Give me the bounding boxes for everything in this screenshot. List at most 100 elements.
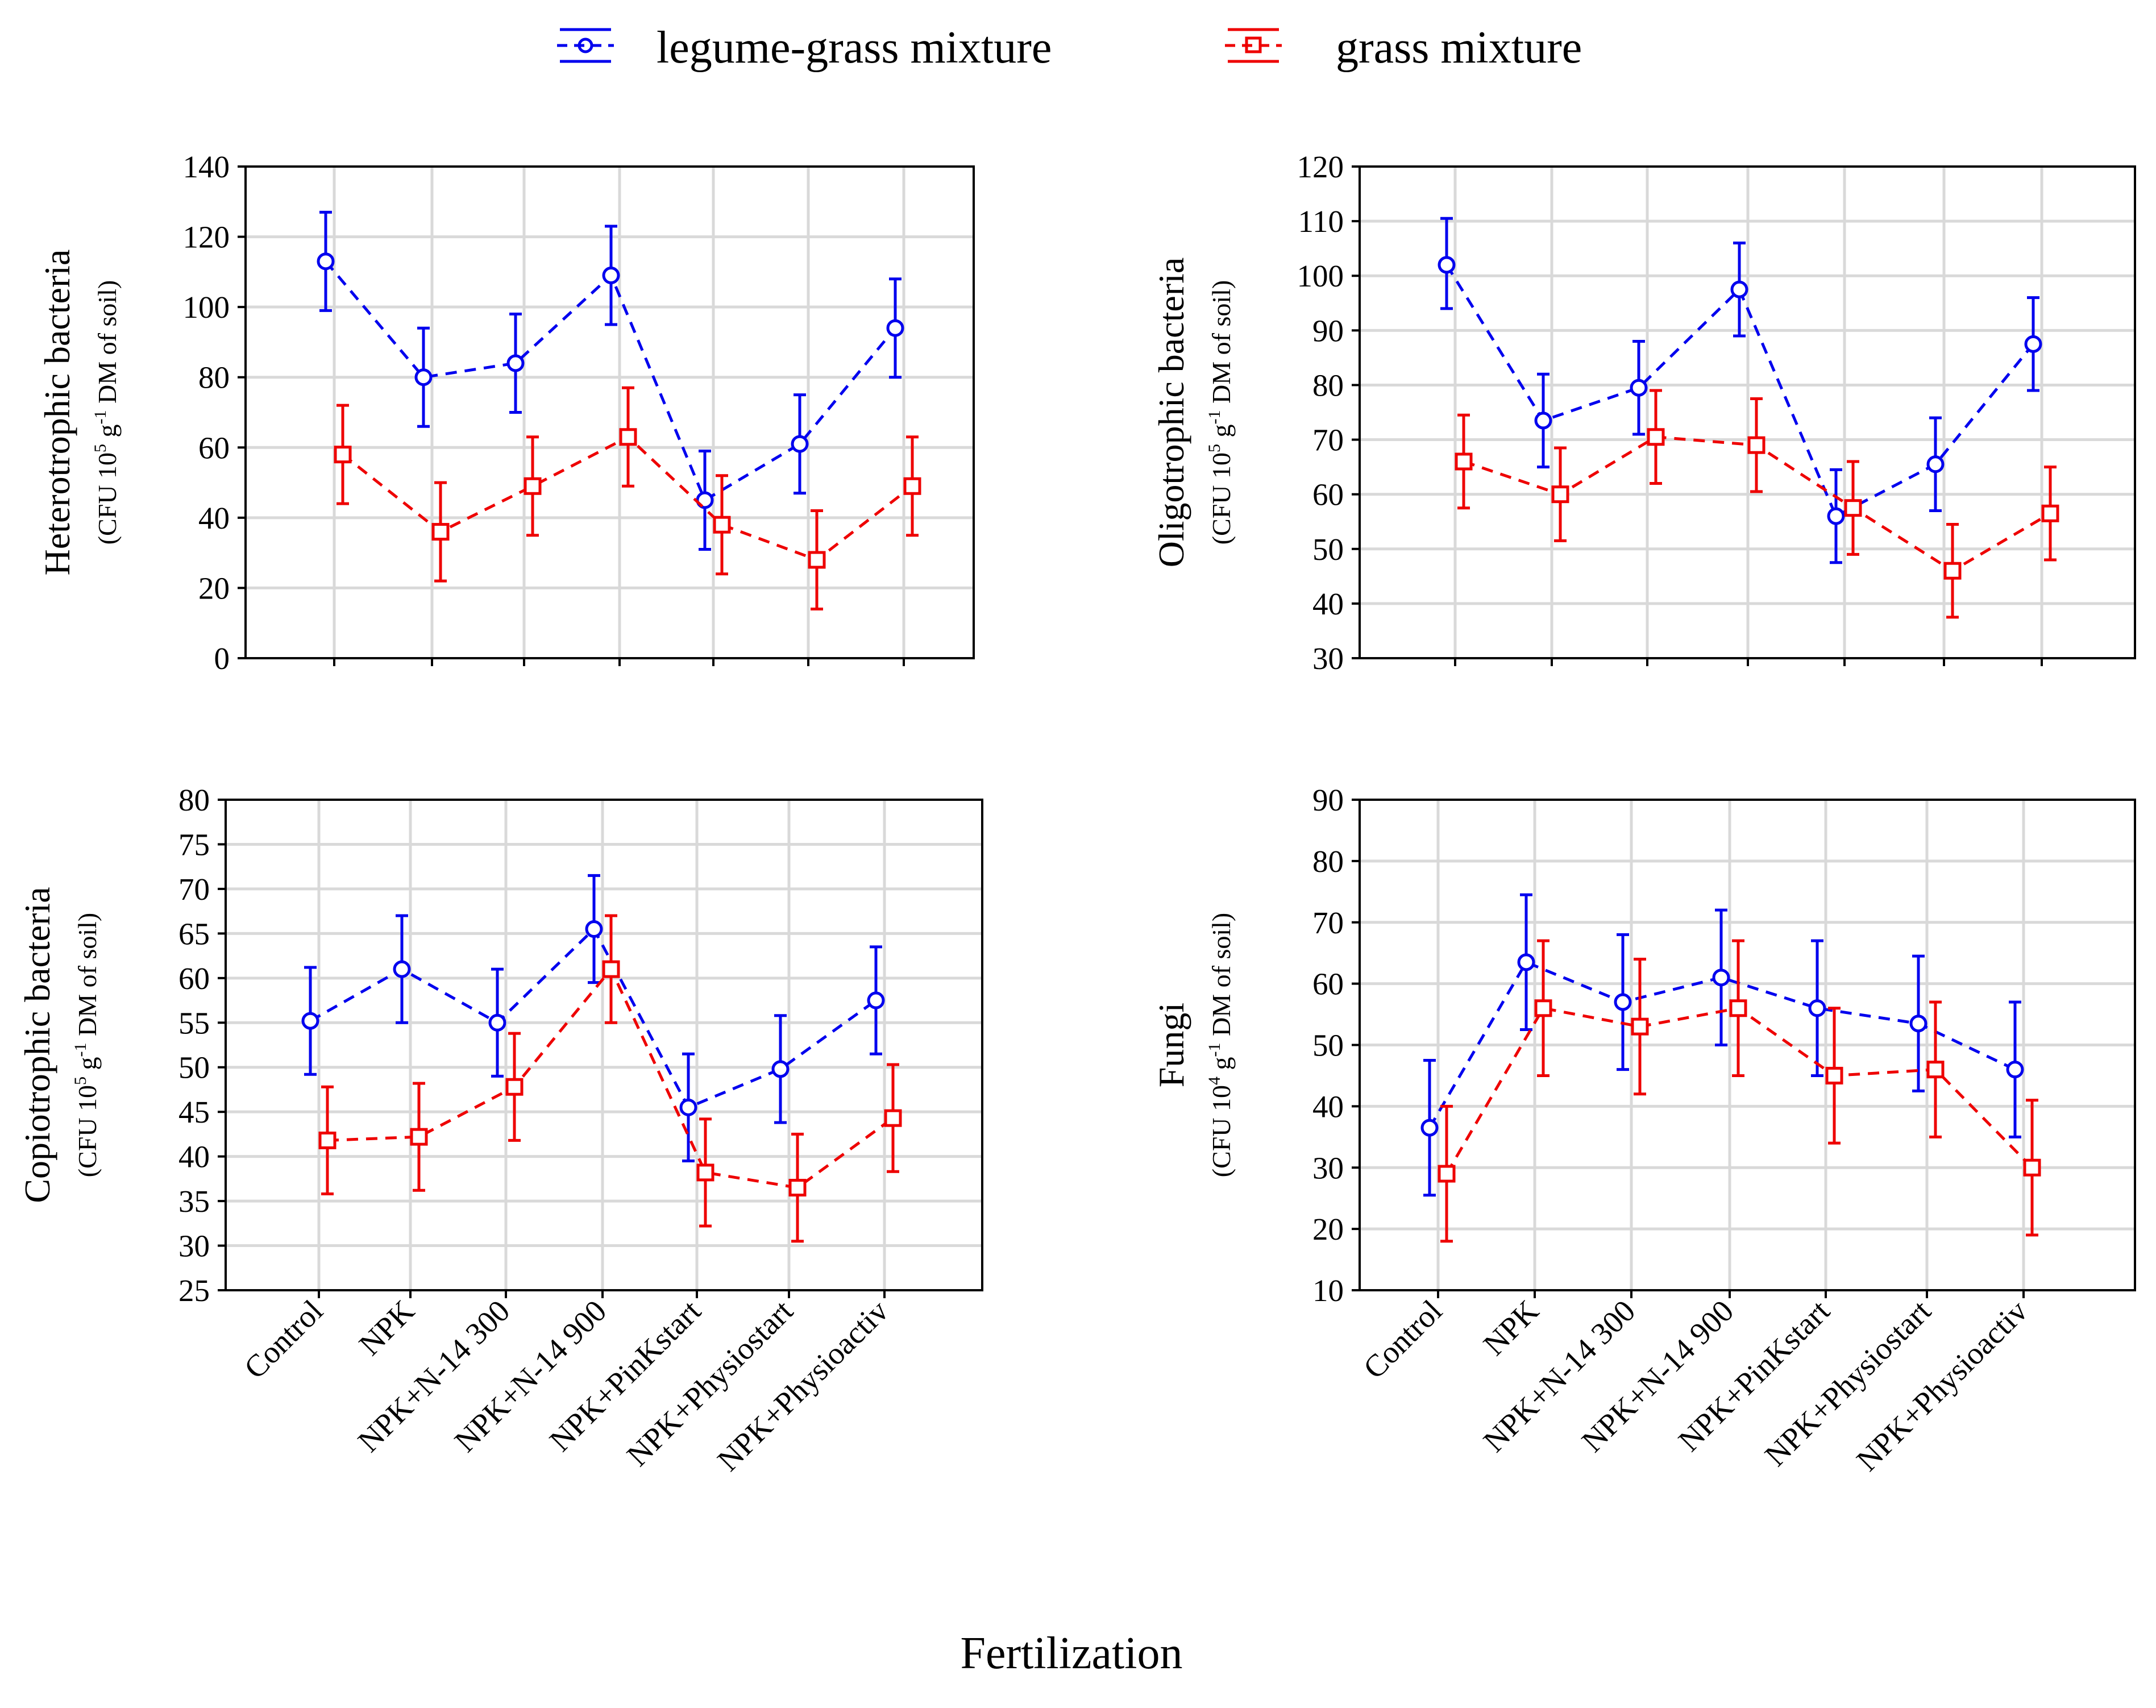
data-point <box>1747 436 1765 454</box>
data-point <box>1647 428 1665 446</box>
y-tick-label: 140 <box>183 149 230 184</box>
unit-text: g <box>73 1057 102 1077</box>
y-tick-label: 50 <box>1312 1028 1344 1063</box>
data-point <box>867 991 885 1009</box>
y-tick-label: 75 <box>178 827 210 862</box>
series-grass-mixture <box>1455 389 2059 619</box>
y-axis-title: Heterotrophic bacteria <box>37 250 77 576</box>
y-axis: 10 20 30 40 50 60 70 80 90 <box>1312 783 1360 1308</box>
x-category-label: NPK+Physioactiv <box>1850 1293 2034 1478</box>
y-tick-label: 60 <box>198 430 230 465</box>
y-tick-label: 40 <box>1312 1089 1344 1124</box>
unit-text: g <box>1207 424 1236 444</box>
data-point <box>431 523 450 541</box>
data-point <box>1712 969 1730 987</box>
y-tick-label: 0 <box>214 641 230 676</box>
data-point <box>1943 562 1962 580</box>
y-tick-label: 55 <box>178 1005 210 1040</box>
data-point <box>334 446 352 464</box>
y-axis-unit: (CFU 104 g-1 DM of soil) <box>1205 913 1236 1178</box>
data-point <box>2006 1061 2024 1079</box>
y-tick-label: 90 <box>1312 313 1344 348</box>
series-legume-grass-mixture <box>301 874 885 1162</box>
y-tick-label: 70 <box>1312 905 1344 940</box>
data-point <box>1729 999 1747 1017</box>
series-legume-grass-mixture <box>1438 217 2042 564</box>
unit-exponent: 4 <box>1205 1077 1224 1085</box>
legend-item-grass: grass mixture <box>1225 23 1582 73</box>
data-point <box>1825 1066 1843 1084</box>
y-tick-label: 50 <box>1312 532 1344 567</box>
y-tick-label: 100 <box>183 290 230 325</box>
x-category-label: NPK+Physiostart <box>620 1293 800 1473</box>
series-grass-mixture <box>318 914 902 1243</box>
data-point <box>1926 1061 1945 1079</box>
x-category-label: Control <box>238 1293 330 1385</box>
unit-exponent: 5 <box>1205 444 1224 452</box>
data-point <box>1438 256 1456 274</box>
data-point <box>2024 335 2042 353</box>
data-point <box>488 1013 506 1032</box>
data-point <box>2041 504 2059 522</box>
data-point <box>791 435 809 453</box>
unit-exponent: 5 <box>71 1077 90 1085</box>
data-point <box>505 1078 524 1096</box>
y-axis-unit: (CFU 105 g-1 DM of soil) <box>91 280 122 545</box>
chart-heterotrophic-bacteria: 0 20 40 60 80 100 120 140 Heterotrophic bacteria… <box>37 149 975 676</box>
gridlines <box>226 800 982 1290</box>
legend-item-legume-grass: legume-grass mixture <box>557 23 1052 73</box>
series-legume-grass-mixture <box>1420 893 2024 1197</box>
square-marker-icon <box>1245 36 1262 53</box>
unit-exponent: -1 <box>1205 410 1224 424</box>
data-point <box>1630 379 1648 397</box>
unit-text: (CFU 10 <box>93 452 122 545</box>
y-tick-label: 40 <box>1312 587 1344 621</box>
y-tick-label: 70 <box>1312 423 1344 458</box>
data-point <box>317 252 335 271</box>
data-point <box>1551 485 1569 504</box>
data-point <box>1909 1015 1927 1033</box>
y-tick-label: 80 <box>198 360 230 395</box>
x-category-label: NPK <box>1477 1293 1546 1362</box>
unit-exponent: -1 <box>71 1042 90 1057</box>
data-point <box>886 319 904 337</box>
data-point <box>410 1128 428 1146</box>
y-axis-title: Oligotrophic bacteria <box>1151 257 1191 568</box>
y-axis-title: Copiotrophic bacteria <box>17 887 57 1203</box>
unit-text: (CFU 10 <box>1207 1085 1236 1177</box>
legend: legume-grass mixture grass mixture <box>557 23 1582 73</box>
data-point <box>788 1179 807 1197</box>
unit-text: DM of soil) <box>1207 280 1236 410</box>
data-point <box>1534 999 1552 1017</box>
series-grass-mixture <box>334 386 921 610</box>
data-point <box>318 1131 337 1149</box>
y-tick-label: 120 <box>183 220 230 255</box>
y-tick-label: 10 <box>1312 1273 1344 1308</box>
y-tick-label: 40 <box>198 501 230 535</box>
data-point <box>1926 455 1945 473</box>
y-axis: 25 30 35 40 45 50 55 60 65 70 75 80 <box>178 783 226 1308</box>
unit-text: (CFU 10 <box>73 1085 102 1177</box>
circle-marker-icon <box>578 38 593 53</box>
data-point <box>1808 999 1826 1017</box>
series-legume-grass-mixture <box>317 210 904 551</box>
data-point <box>1631 1017 1649 1036</box>
y-tick-label: 20 <box>198 571 230 605</box>
y-tick-label: 60 <box>178 961 210 996</box>
x-category-label: Control <box>1357 1293 1449 1385</box>
y-tick-label: 80 <box>1312 844 1344 879</box>
unit-text: g <box>1207 1057 1236 1077</box>
data-point <box>602 960 620 978</box>
unit-text: DM of soil) <box>1207 913 1236 1043</box>
data-point <box>1455 452 1473 471</box>
data-point <box>1614 993 1632 1011</box>
data-point <box>393 960 411 978</box>
unit-text: (CFU 10 <box>1207 452 1236 545</box>
unit-exponent: -1 <box>1205 1042 1224 1057</box>
data-point <box>713 516 731 534</box>
y-tick-label: 120 <box>1297 149 1344 184</box>
data-point <box>301 1012 319 1030</box>
y-axis-unit: (CFU 105 g-1 DM of soil) <box>71 913 102 1178</box>
unit-text: g <box>93 424 122 444</box>
